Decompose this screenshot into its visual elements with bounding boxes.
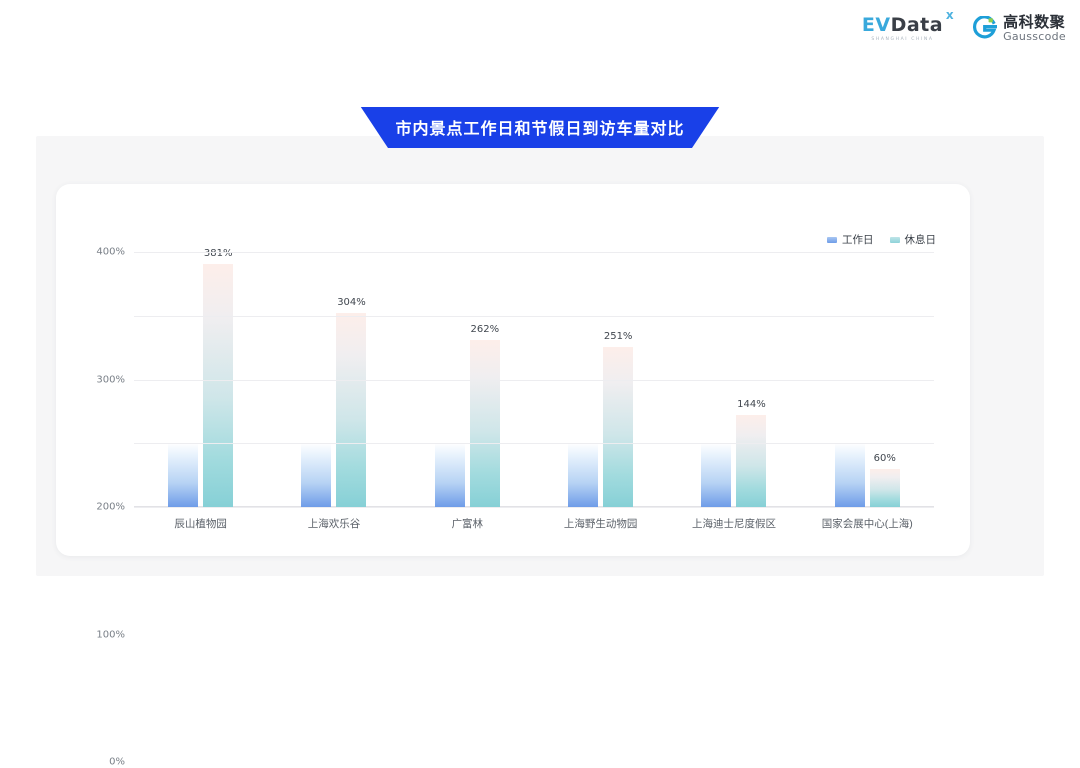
bar-value-label: 381% xyxy=(203,248,233,260)
x-axis-category-label: 辰山植物园 xyxy=(174,518,227,530)
logo-divider xyxy=(957,18,958,40)
grid-line: 200% xyxy=(96,379,934,513)
bar-restday[interactable]: 304% xyxy=(336,297,367,507)
bar-restday[interactable]: 60% xyxy=(869,453,900,507)
grid-line: 300% xyxy=(96,315,934,385)
gausscode-text: 高科数聚 Gausscode xyxy=(1003,15,1066,42)
bar-restday[interactable]: 251% xyxy=(603,331,634,507)
bar-value-label: 60% xyxy=(873,452,896,464)
grid-line: 400% xyxy=(96,247,934,258)
legend-item-weekday[interactable]: 工作日 xyxy=(827,232,874,247)
bar-value-label: 262% xyxy=(470,323,500,335)
bar-restday[interactable]: 144% xyxy=(736,399,767,507)
y-axis-tick-label: 0% xyxy=(109,756,125,768)
bar-value-label: 251% xyxy=(603,331,633,342)
gausscode-logo: 高科数聚 Gausscode xyxy=(972,15,1066,42)
evdata-logo: EVData x SHANGHAI CHINA xyxy=(861,9,954,43)
x-axis-category-label: 广富林 xyxy=(451,518,484,530)
x-axis-category-label: 上海野生动物园 xyxy=(563,518,638,530)
bar-restday[interactable]: 381% xyxy=(203,248,234,507)
evdata-superscript-x: x xyxy=(945,7,955,22)
bar-group: 144% 上海迪士尼度假区 xyxy=(667,252,800,530)
x-axis-category-label: 国家会展中心(上海) xyxy=(821,518,913,530)
evdata-tagline: SHANGHAI CHINA xyxy=(871,36,934,42)
logo-group: EVData x SHANGHAI CHINA 高科数聚 Gausscode xyxy=(861,9,1066,43)
bar-restday[interactable]: 262% xyxy=(469,324,500,507)
x-axis-category-label: 上海欢乐谷 xyxy=(307,518,361,530)
evdata-suffix: Data xyxy=(890,13,944,36)
bar-weekday[interactable] xyxy=(701,443,732,507)
gausscode-en-name: Gausscode xyxy=(1003,30,1066,44)
evdata-wordmark: EVData x xyxy=(861,9,954,36)
y-axis-tick-label: 400% xyxy=(96,246,125,258)
legend-swatch-icon xyxy=(889,236,900,243)
title-banner-wrapper: 市内景点工作日和节假日到访车量对比 xyxy=(0,107,1080,148)
legend-item-restday[interactable]: 休息日 xyxy=(889,232,937,247)
gausscode-cn-name: 高科数聚 xyxy=(1003,14,1066,32)
bar-groups: 381% 辰山植物园 304% 上海欢乐谷 262% 广富林 251% 上海野生动物园 144%… xyxy=(134,248,934,530)
bar-value-label: 304% xyxy=(337,297,366,309)
brand-header: EVData x SHANGHAI CHINA 高科数聚 Gausscode xyxy=(0,0,1080,58)
bar-weekday[interactable] xyxy=(168,443,199,507)
chart-plot-area: 381% 辰山植物园 304% 上海欢乐谷 262% 广富林 251% 上海野生动物园 144%… xyxy=(96,247,934,768)
legend-label: 工作日 xyxy=(842,234,874,246)
bar-weekday[interactable] xyxy=(568,443,599,507)
legend-label: 休息日 xyxy=(904,234,937,246)
x-axis-category-label: 上海迪士尼度假区 xyxy=(691,518,776,530)
y-axis-tick-label: 200% xyxy=(96,501,125,513)
bar-weekday[interactable] xyxy=(301,443,332,507)
y-axis-tick-label: 300% xyxy=(96,374,125,385)
bar-group: 304% 上海欢乐谷 xyxy=(267,252,400,530)
bar-group: 262% 广富林 xyxy=(401,252,534,530)
bar-value-label: 144% xyxy=(737,399,766,411)
evdata-prefix: EV xyxy=(861,13,891,36)
bar-group: 381% 辰山植物园 xyxy=(134,248,267,530)
chart-legend: 工作日 休息日 xyxy=(827,232,936,247)
bar-weekday[interactable] xyxy=(834,443,865,507)
chart-card: 工作日 休息日 381% 辰山植物园 304% 上海欢乐谷 262% 广富林 251% 上海野生… xyxy=(56,184,970,768)
bar-weekday[interactable] xyxy=(434,443,465,507)
grid-line: 100% xyxy=(96,443,934,640)
gausscode-mark-icon xyxy=(972,15,999,41)
bar-group: 251% 上海野生动物园 xyxy=(534,252,667,530)
y-axis-tick-label: 100% xyxy=(96,629,125,640)
bar-group: 60% 国家会展中心(上海) xyxy=(801,252,934,530)
page-title: 市内景点工作日和节假日到访车量对比 xyxy=(360,107,720,148)
x-axis-line xyxy=(134,506,934,507)
grid-line: 0% xyxy=(109,507,934,768)
legend-swatch-icon xyxy=(827,236,837,243)
